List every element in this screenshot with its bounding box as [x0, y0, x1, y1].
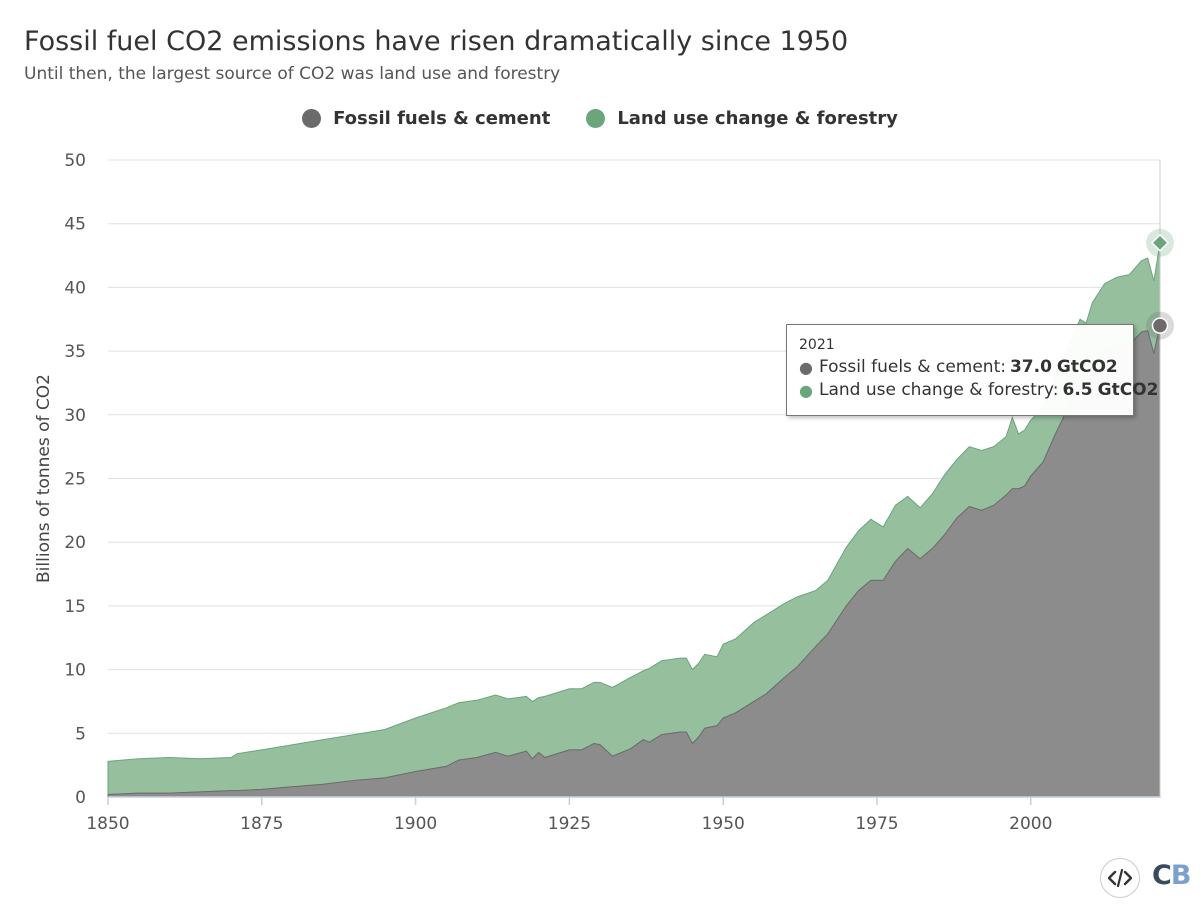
x-tick-label-1975: 1975 — [855, 814, 898, 834]
tooltip-fossil-unit: GtCO2 — [1056, 357, 1118, 377]
y-tick-label-0: 0 — [75, 788, 86, 808]
y-tick-label-50: 50 — [64, 151, 86, 171]
tooltip: 2021 ● Fossil fuels & cement: 37.0 GtCO2… — [786, 324, 1158, 416]
legend-label-fossil: Fossil fuels & cement — [333, 108, 551, 129]
series-area-fossil-fuels — [107, 325, 1161, 798]
legend-item-land[interactable]: Land use change & forestry — [586, 108, 898, 129]
hover-marker-fossil — [1151, 317, 1169, 334]
code-embed-icon — [1108, 869, 1132, 887]
legend-swatch-fossil — [302, 109, 322, 128]
tooltip-land-unit: GtCO2 — [1097, 380, 1159, 400]
tooltip-fossil-value: 37.0 — [1009, 357, 1052, 377]
legend-swatch-land — [586, 109, 606, 128]
chart-subtitle: Until then, the largest source of CO2 wa… — [24, 64, 561, 84]
x-tick-label-1925: 1925 — [548, 814, 591, 834]
y-tick-label-10: 10 — [64, 661, 86, 681]
legend: Fossil fuels & cement Land use change & … — [0, 108, 1200, 129]
y-tick-label-5: 5 — [75, 724, 86, 744]
legend-item-fossil[interactable]: Fossil fuels & cement — [302, 108, 550, 129]
tooltip-dot-fossil: ● — [799, 358, 813, 377]
x-tick-label-2000: 2000 — [1009, 814, 1052, 834]
tooltip-row-fossil: ● Fossil fuels & cement: 37.0 GtCO2 — [799, 356, 1121, 379]
tooltip-year: 2021 — [799, 337, 835, 353]
x-tick-label-1850: 1850 — [86, 814, 129, 834]
legend-label-land: Land use change & forestry — [617, 108, 898, 129]
tooltip-row-land: ● Land use change & forestry: 6.5 GtCO2 — [799, 379, 1158, 402]
hover-marker-land — [1150, 233, 1170, 252]
y-axis-label: Billions of tonnes of CO2 — [34, 374, 54, 583]
logo-letter-c: C — [1152, 860, 1172, 891]
x-tick-label-1875: 1875 — [240, 814, 283, 834]
x-tick-label-1950: 1950 — [702, 814, 745, 834]
chart-title: Fossil fuel CO2 emissions have risen dra… — [24, 26, 849, 57]
tooltip-land-value: 6.5 — [1062, 380, 1093, 400]
y-tick-label-40: 40 — [64, 278, 86, 298]
y-tick-label-15: 15 — [64, 597, 86, 617]
y-tick-label-45: 45 — [64, 215, 86, 235]
y-tick-label-20: 20 — [64, 533, 86, 553]
x-tick-label-1900: 1900 — [394, 814, 437, 834]
logo-letter-b: B — [1170, 860, 1192, 891]
tooltip-dot-land: ● — [799, 381, 813, 400]
y-tick-label-35: 35 — [64, 342, 86, 362]
tooltip-land-label: Land use change & forestry: — [818, 380, 1059, 400]
embed-button[interactable] — [1100, 858, 1140, 898]
y-tick-label-25: 25 — [64, 470, 86, 490]
y-tick-label-30: 30 — [64, 406, 86, 426]
carbon-brief-logo: CB — [1152, 860, 1192, 891]
tooltip-fossil-label: Fossil fuels & cement: — [818, 357, 1006, 377]
